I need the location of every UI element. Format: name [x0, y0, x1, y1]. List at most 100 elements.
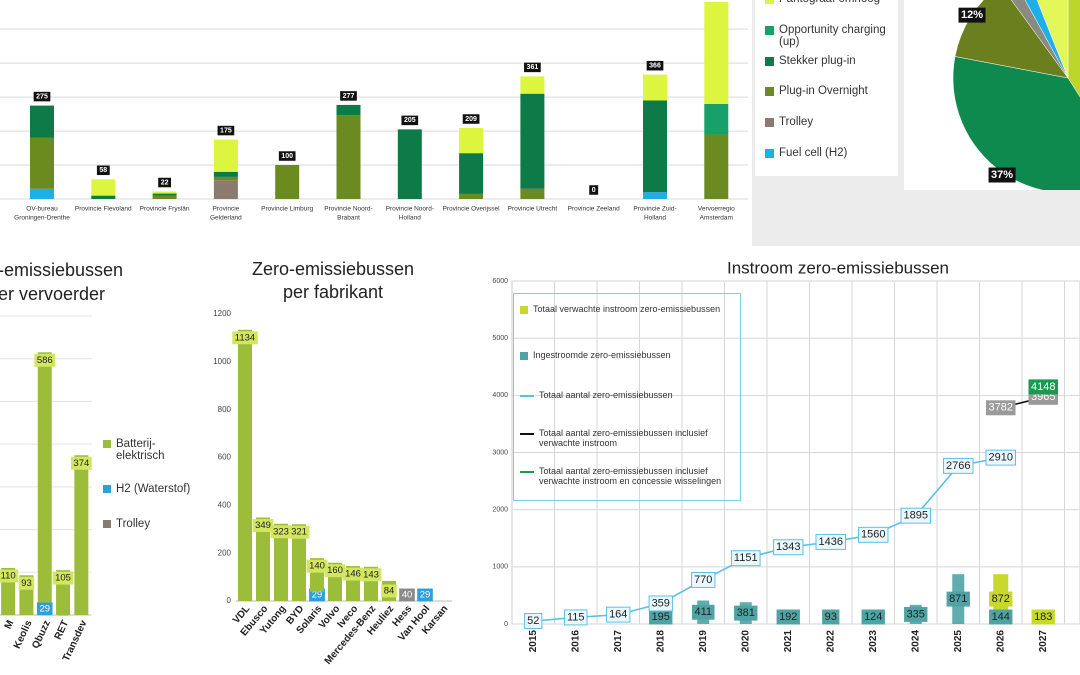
data-label: 29: [39, 603, 50, 614]
data-label: 349: [255, 520, 271, 531]
data-label: 195: [652, 611, 670, 623]
data-label-box: [815, 533, 846, 550]
x-tick-label: 2027: [1038, 630, 1049, 653]
x-tick-label: 2020: [740, 630, 751, 653]
legend-item: Totaal verwachte instroom zero-emissiebu…: [520, 304, 725, 314]
legend-label: Totaal verwachte instroom zero-emissiebu…: [533, 304, 721, 314]
bar-segment: [152, 195, 177, 199]
x-tick-label: Holland: [644, 215, 666, 222]
legend-item: Trolley: [765, 116, 893, 128]
legend-item: H2 (Waterstof): [103, 483, 195, 495]
data-label: 175: [220, 127, 232, 134]
data-label: 192: [779, 611, 797, 623]
data-label-box: [33, 91, 51, 102]
legend-item: Opportunity charging (up): [765, 24, 893, 48]
bar-segment: [213, 171, 238, 177]
bar-segment: [397, 129, 422, 199]
data-label: 2766: [946, 460, 970, 472]
data-label-box: [988, 167, 1016, 183]
x-tick-label: 2015: [528, 630, 539, 653]
data-label-box: [649, 609, 673, 625]
bar-segment: [30, 188, 54, 199]
y-tick-label: 1000: [492, 564, 508, 571]
data-label: 205: [404, 117, 416, 124]
x-tick-label: OV-bureau: [26, 206, 58, 213]
data-label: 58: [99, 167, 107, 174]
y-tick-label: 2000: [492, 507, 508, 514]
data-label-box: [958, 7, 986, 23]
legend-swatch: [765, 57, 774, 67]
data-label-box: [822, 609, 840, 625]
x-tick-label: 2025: [953, 630, 964, 653]
data-label-box: [986, 400, 1016, 416]
y-tick-label: 1200: [213, 309, 231, 318]
data-label: 770: [694, 574, 712, 586]
chart-title: er vervoerder: [0, 284, 105, 304]
bar-segment: [256, 517, 270, 601]
data-label: 1436: [819, 536, 843, 548]
x-tick-label: M: [3, 619, 16, 631]
y-tick-label: 0: [504, 621, 508, 628]
bar-segment: [213, 139, 238, 172]
data-label-box: [36, 602, 53, 616]
bar-segment: [704, 103, 729, 135]
legend-label: Totaal aantal zero-emissiebussen inclusi…: [539, 466, 722, 486]
legend-swatch: [103, 520, 111, 529]
x-tick-label: Groningen-Drenthe: [14, 215, 70, 222]
legend-item: Totaal aantal zero-emissiebussen inclusi…: [520, 466, 725, 486]
data-label: 29: [312, 590, 323, 601]
data-label-box: [1028, 379, 1058, 395]
data-label-box: [217, 125, 235, 136]
data-label: 2910: [989, 452, 1013, 464]
bar-segment: [292, 524, 306, 601]
legend-swatch: [765, 26, 774, 36]
x-tick-label: 2018: [655, 630, 666, 653]
legend-item: Totaal aantal zero-emissiebussen: [520, 390, 725, 400]
legend-label: Totaal aantal zero-emissiebussen: [539, 390, 673, 400]
legend-label: Trolley: [116, 518, 151, 530]
bar-segment: [152, 193, 177, 196]
bar-segment: [336, 104, 361, 116]
data-label-box: [18, 576, 35, 590]
bar-segment: [30, 137, 54, 189]
data-label: 37%: [991, 169, 1013, 181]
data-label-box: [989, 591, 1013, 607]
legend-swatch: [520, 432, 534, 435]
data-label-box: [417, 588, 433, 602]
y-tick-label: 200: [218, 548, 232, 557]
data-label-box: [342, 567, 364, 581]
y-tick-label: 3000: [492, 449, 508, 456]
bar-segment: [520, 93, 545, 189]
y-tick-label: 600: [218, 453, 232, 462]
data-label-box: [270, 525, 292, 539]
legend-item: Stekker plug-in: [765, 55, 893, 67]
data-label: 871: [949, 593, 967, 605]
data-label-box: [943, 457, 974, 474]
data-label: 321: [291, 527, 307, 538]
data-label: 52: [527, 615, 539, 627]
data-label: 1895: [904, 510, 928, 522]
data-label-box: [96, 165, 110, 176]
data-label: 124: [864, 611, 882, 623]
legend-item: Plug-in Overnight: [765, 85, 893, 97]
legend-swatch: [520, 470, 534, 473]
x-tick-label: 2022: [825, 630, 836, 653]
x-tick-label: 2024: [910, 630, 921, 653]
bar-segment: [30, 105, 54, 138]
data-label-box: [232, 331, 258, 345]
data-label: 209: [465, 116, 477, 123]
legend-item: Fuel cell (H2): [765, 147, 893, 159]
data-label-box: [52, 571, 74, 585]
x-tick-label: Provincie: [213, 206, 240, 213]
y-tick-label: 5000: [492, 335, 508, 342]
data-label: 1343: [776, 541, 800, 553]
legend-label: Opportunity charging (up): [779, 24, 886, 48]
x-tick-label: Holland: [399, 215, 421, 222]
data-label-box: [648, 595, 673, 612]
legend-swatch: [520, 351, 528, 360]
data-label: 40: [402, 590, 413, 601]
legend-swatch: [765, 149, 774, 159]
data-label-box: [278, 151, 296, 161]
bar-segment: [643, 74, 667, 101]
y-tick-label: 4000: [492, 392, 508, 399]
